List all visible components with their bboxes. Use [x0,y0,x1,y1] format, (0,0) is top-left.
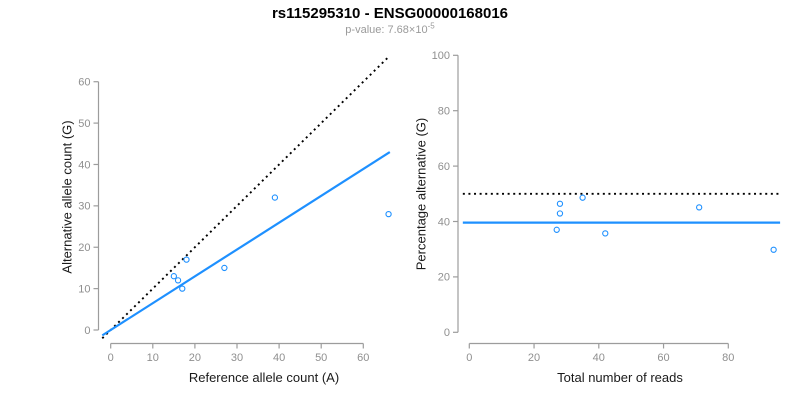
data-point [556,210,564,217]
y-tick-label: 80 [438,106,450,118]
y-tick-label: 60 [438,161,450,173]
data-point [556,200,564,207]
y-tick-label: 20 [438,272,450,284]
x-tick-label: 20 [189,352,201,364]
data-point [271,194,279,201]
data-point [174,277,182,284]
x-tick-label: 20 [528,352,540,364]
right-plot: 0 20 40 60 80 Total number of reads 0 20 40 60 80 1… [414,50,781,385]
p-value-subtitle: p-value: 7.68×10-5 [0,21,780,37]
y-tick-label: 20 [78,242,90,254]
y-tick-label: 10 [78,283,90,295]
y-tick-label: 40 [78,159,90,171]
y-tick-label: 0 [444,327,450,339]
x-tick-label: 80 [722,352,734,364]
x-tick-label: 60 [657,352,669,364]
identity-line [101,54,391,339]
data-point [553,226,560,233]
y-tick-label: 40 [438,216,450,228]
data-point [221,264,228,272]
x-tick-label: 0 [108,352,114,364]
page-title: rs115295310 - ENSG00000168016 [271,5,509,22]
x-tick-label: 0 [466,352,472,364]
x-tick-label: 50 [315,352,327,364]
p-value-exponent: -5 [427,21,435,31]
y-tick-label: 0 [84,325,90,337]
y-axis-title: Alternative allele count (G) [60,120,75,273]
y-tick-label: 50 [78,118,90,130]
x-tick-label: 30 [231,352,243,364]
p-value-text: p-value: 7.68×10 [345,24,428,36]
data-point [179,285,186,292]
data-point [770,246,777,253]
y-tick-label: 100 [432,50,450,62]
data-point [579,194,586,201]
data-point [385,210,392,218]
data-point [696,204,703,211]
data-point [170,273,177,280]
x-tick-label: 60 [357,352,369,364]
y-axis-title: Percentage alternative (G) [414,118,429,270]
left-plot: 0 10 20 30 40 50 60 Reference allele count (A) 0… [60,54,392,385]
x-axis-title: Total number of reads [557,370,683,385]
x-axis-title: Reference allele count (A) [189,370,339,385]
y-tick-label: 30 [78,201,90,213]
x-tick-label: 10 [147,352,159,364]
x-tick-label: 40 [273,352,285,364]
data-point [183,256,190,263]
figure-header: rs115295310 - ENSG00000168016 p-value: 7… [0,5,780,37]
fit-line [101,151,391,337]
y-tick-label: 60 [78,77,90,89]
data-point [602,230,609,237]
x-tick-label: 40 [593,352,605,364]
